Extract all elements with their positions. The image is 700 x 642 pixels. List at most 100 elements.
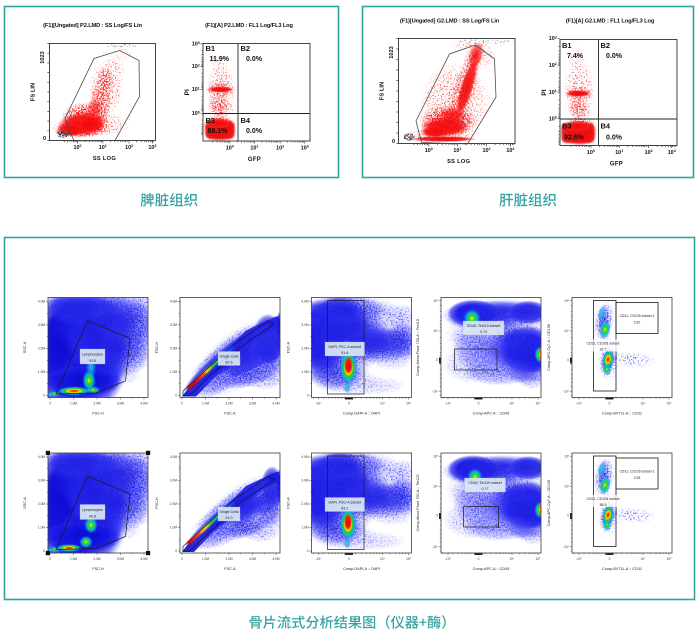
svg-text:2.0M: 2.0M: [38, 347, 45, 351]
svg-text:93.6: 93.6: [89, 359, 96, 363]
svg-text:10⁵: 10⁵: [406, 557, 412, 561]
svg-text:Comp-APC-A :: CD45: Comp-APC-A :: CD45: [473, 411, 510, 415]
svg-text:0: 0: [436, 513, 438, 517]
svg-text:10⁵: 10⁵: [433, 299, 439, 303]
svg-text:100: 100: [74, 144, 82, 151]
svg-text:FSC-H: FSC-H: [155, 497, 159, 509]
svg-text:0: 0: [567, 358, 569, 362]
svg-text:(F1)[Ungated] G2.LMD : SS Log/: (F1)[Ungated] G2.LMD : SS Log/FS Lin: [400, 19, 500, 25]
svg-text:B3: B3: [206, 116, 216, 125]
svg-text:10⁵: 10⁵: [536, 557, 542, 561]
svg-text:10⁴: 10⁴: [433, 329, 439, 333]
svg-text:90.6: 90.6: [89, 515, 96, 519]
svg-text:103: 103: [668, 149, 676, 156]
svg-text:101: 101: [615, 149, 623, 156]
svg-text:FS LIN: FS LIN: [31, 83, 37, 101]
svg-text:0: 0: [43, 549, 45, 553]
svg-text:(F1)[A] G2.LMD : FL1 Log/FL3 L: (F1)[A] G2.LMD : FL1 Log/FL3 Log: [566, 19, 655, 25]
svg-text:10⁵: 10⁵: [667, 557, 673, 561]
svg-text:101: 101: [99, 144, 107, 151]
svg-text:0: 0: [436, 358, 438, 362]
svg-text:B2: B2: [241, 44, 251, 53]
svg-text:Comp-APC-A :: CD45: Comp-APC-A :: CD45: [473, 567, 510, 571]
svg-text:CD45, Ter119 subset: CD45, Ter119 subset: [467, 324, 500, 328]
svg-text:-10⁴: -10⁴: [445, 402, 452, 406]
svg-text:102: 102: [645, 149, 653, 156]
svg-text:3.0M: 3.0M: [249, 402, 256, 406]
svg-text:2.0M: 2.0M: [301, 347, 308, 351]
svg-text:-10⁴: -10⁴: [563, 545, 570, 549]
svg-text:SSC-A: SSC-A: [23, 497, 27, 509]
svg-text:-10⁴: -10⁴: [432, 390, 439, 394]
svg-text:Lymphocytes: Lymphocytes: [82, 353, 103, 357]
svg-text:Comp-DAPI-A :: DAPI: Comp-DAPI-A :: DAPI: [343, 411, 380, 415]
svg-text:0: 0: [43, 136, 46, 142]
svg-text:4.0M: 4.0M: [301, 300, 308, 304]
svg-text:4.0M: 4.0M: [140, 402, 147, 406]
svg-text:4.0M: 4.0M: [272, 402, 279, 406]
svg-text:4.0M: 4.0M: [301, 455, 308, 459]
svg-text:2.0M: 2.0M: [225, 402, 232, 406]
svg-text:92.7: 92.7: [600, 348, 607, 352]
svg-text:88.1%: 88.1%: [208, 128, 229, 135]
svg-text:Comp-Alexa Fluor 700-A :: Ter1: Comp-Alexa Fluor 700-A :: Ter119: [416, 319, 420, 376]
svg-text:Lymphocytes: Lymphocytes: [82, 508, 103, 512]
svg-text:3.0M: 3.0M: [301, 323, 308, 327]
svg-text:10⁴: 10⁴: [433, 485, 439, 489]
svg-text:1023: 1023: [40, 51, 46, 63]
svg-text:103: 103: [301, 145, 309, 152]
svg-text:0: 0: [478, 557, 480, 561]
svg-text:3.0M: 3.0M: [301, 479, 308, 483]
svg-text:0: 0: [609, 557, 611, 561]
svg-text:2.0M: 2.0M: [170, 347, 177, 351]
svg-text:100: 100: [425, 147, 433, 154]
svg-text:100: 100: [549, 116, 557, 123]
svg-text:FSC-A: FSC-A: [287, 341, 291, 353]
svg-text:10⁴: 10⁴: [641, 402, 647, 406]
svg-text:Comp-APC-Cy7-A :: CD105: Comp-APC-Cy7-A :: CD105: [547, 480, 551, 527]
svg-text:0: 0: [175, 394, 177, 398]
svg-text:3.0M: 3.0M: [117, 402, 124, 406]
svg-text:Comp-DAPI-A :: DAPI: Comp-DAPI-A :: DAPI: [343, 567, 380, 571]
svg-text:10⁵: 10⁵: [564, 454, 570, 458]
svg-text:SSC-A: SSC-A: [23, 341, 27, 353]
svg-text:1.0M: 1.0M: [202, 557, 209, 561]
svg-text:103: 103: [549, 35, 557, 42]
svg-text:0: 0: [49, 557, 51, 561]
svg-text:102: 102: [125, 144, 133, 151]
svg-text:10⁴: 10⁴: [510, 557, 516, 561]
svg-text:102: 102: [483, 147, 491, 154]
svg-text:4.0M: 4.0M: [170, 300, 177, 304]
svg-text:10⁴: 10⁴: [564, 485, 570, 489]
svg-text:101: 101: [453, 147, 461, 154]
svg-text:B3: B3: [562, 122, 572, 131]
svg-text:CD45, Ter119 subset: CD45, Ter119 subset: [468, 481, 501, 485]
svg-text:0: 0: [609, 402, 611, 406]
svg-text:B2: B2: [601, 41, 611, 50]
svg-text:0.0%: 0.0%: [606, 135, 623, 142]
svg-text:0.0%: 0.0%: [606, 53, 623, 60]
svg-text:FSC-H: FSC-H: [92, 567, 104, 571]
svg-text:-10⁴: -10⁴: [316, 557, 323, 561]
svg-text:0: 0: [49, 402, 51, 406]
svg-text:10⁵: 10⁵: [667, 402, 673, 406]
svg-text:1.0M: 1.0M: [301, 526, 308, 530]
svg-text:4.0M: 4.0M: [38, 455, 45, 459]
svg-text:102: 102: [276, 145, 284, 152]
svg-text:3.0M: 3.0M: [170, 479, 177, 483]
svg-text:0: 0: [307, 394, 309, 398]
svg-text:100: 100: [587, 149, 595, 156]
svg-text:93.2: 93.2: [341, 507, 348, 511]
svg-text:1023: 1023: [389, 46, 395, 58]
svg-text:103: 103: [148, 144, 156, 151]
svg-text:103: 103: [192, 41, 200, 48]
svg-text:4.0M: 4.0M: [170, 455, 177, 459]
svg-text:Single Cells: Single Cells: [220, 510, 239, 514]
svg-text:Comp-BV711-A :: CD31: Comp-BV711-A :: CD31: [602, 411, 642, 415]
svg-text:0.20: 0.20: [634, 321, 641, 325]
svg-text:0: 0: [43, 394, 45, 398]
svg-text:0.25: 0.25: [634, 476, 641, 480]
svg-text:FSC-A: FSC-A: [224, 567, 236, 571]
svg-text:103: 103: [506, 147, 514, 154]
svg-text:Single Cells: Single Cells: [220, 355, 239, 359]
